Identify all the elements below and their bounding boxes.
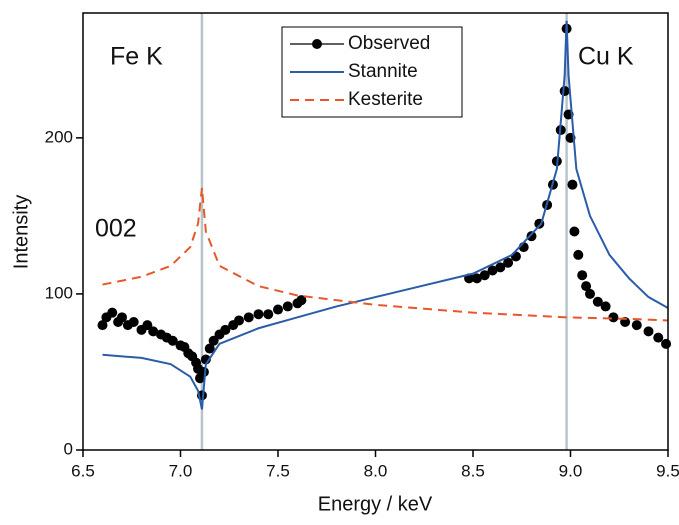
legend-marker	[312, 39, 322, 49]
data-point	[220, 324, 231, 335]
data-point	[253, 309, 264, 320]
data-point	[503, 257, 514, 268]
data-point	[142, 320, 153, 331]
data-point	[526, 231, 537, 242]
y-tick-label: 200	[45, 127, 73, 146]
data-point	[585, 288, 595, 299]
data-point	[234, 315, 244, 326]
data-point	[581, 281, 592, 292]
data-point	[653, 332, 664, 343]
data-point	[661, 338, 672, 349]
data-point	[573, 249, 584, 260]
data-point	[559, 86, 570, 97]
data-point	[608, 312, 619, 323]
data-point	[631, 320, 642, 331]
data-point	[263, 309, 274, 320]
data-point	[198, 366, 209, 377]
x-tick-label: 9.0	[559, 461, 583, 480]
y-tick-label: 0	[64, 439, 73, 458]
data-point	[296, 295, 307, 306]
data-point	[273, 304, 283, 315]
legend-label: Stannite	[348, 61, 418, 82]
series-line	[102, 187, 669, 322]
data-point	[479, 270, 490, 281]
data-point	[643, 326, 654, 337]
x-axis-label: Energy / keV	[318, 493, 433, 515]
data-point	[567, 179, 578, 190]
x-tick-label: 8.5	[461, 461, 485, 480]
annotation: Fe K	[110, 43, 163, 71]
data-point	[569, 226, 580, 237]
y-tick-label: 100	[45, 283, 73, 302]
x-tick-label: 9.5	[656, 461, 679, 480]
annotation: 002	[95, 215, 137, 243]
y-axis-label: Intensity	[10, 195, 32, 269]
plot-frame	[82, 12, 669, 451]
data-point	[97, 320, 108, 331]
data-point	[577, 270, 588, 281]
data-point	[107, 307, 118, 318]
x-tick-label: 7.0	[169, 461, 193, 480]
x-tick-label: 7.5	[266, 461, 290, 480]
data-point	[495, 262, 506, 273]
data-point	[243, 312, 254, 323]
annotation: Cu K	[578, 43, 634, 71]
data-point	[510, 251, 521, 262]
data-point	[487, 265, 498, 276]
data-point	[208, 335, 219, 346]
data-point	[600, 301, 611, 312]
data-point	[592, 296, 603, 307]
data-point	[282, 301, 293, 312]
data-point	[128, 317, 139, 328]
x-tick-label: 6.5	[71, 461, 95, 480]
legend-label: Observed	[348, 33, 430, 54]
legend-label: Kesterite	[348, 89, 423, 110]
data-point	[204, 343, 215, 354]
data-point	[471, 273, 482, 284]
x-tick-label: 8.0	[364, 461, 388, 480]
data-point	[148, 326, 159, 337]
series-line	[102, 20, 669, 410]
data-point	[167, 335, 178, 346]
data-point	[117, 312, 127, 323]
